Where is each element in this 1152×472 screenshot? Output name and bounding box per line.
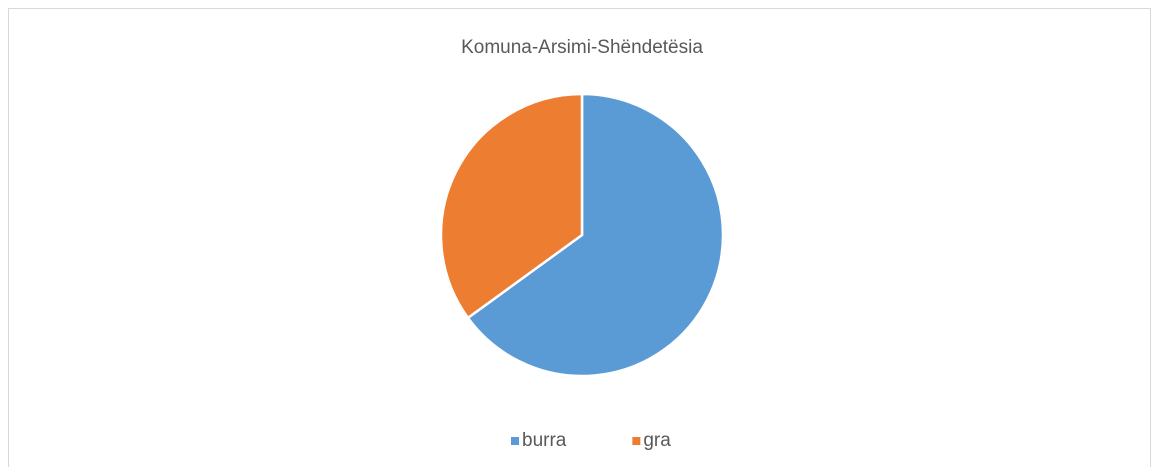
legend-label: burra — [522, 430, 567, 451]
pie-slice — [439, 92, 584, 320]
chart-title: Komuna-Arsimi-Shëndetësia — [461, 37, 703, 58]
legend-swatch — [511, 437, 519, 445]
legend-label: gra — [643, 430, 671, 451]
legend-swatch — [632, 437, 641, 445]
pie-slice — [466, 92, 725, 378]
